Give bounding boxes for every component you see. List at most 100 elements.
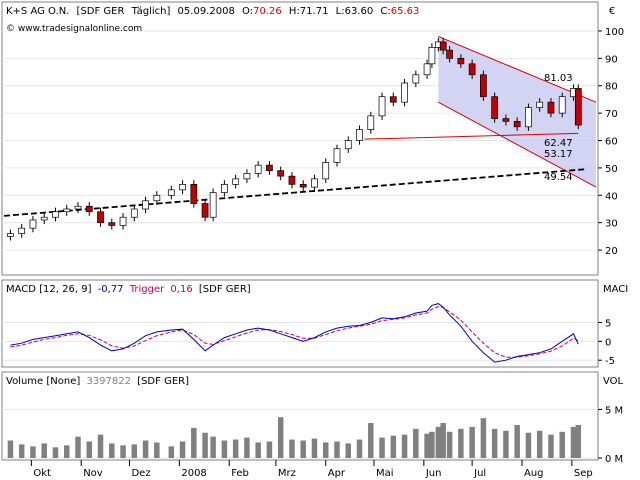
candle-body xyxy=(63,208,71,213)
volume-bar xyxy=(514,424,520,458)
volume-bar xyxy=(334,441,340,458)
volume-bar xyxy=(390,435,397,458)
volume-bar xyxy=(75,436,81,458)
close-value: 65.63 xyxy=(391,6,420,17)
candle-body xyxy=(428,47,436,65)
candle-body xyxy=(378,96,386,117)
volume-y-axis: 0 M 5 M xyxy=(598,405,623,465)
candle-body xyxy=(412,74,420,84)
trend-channel-upper-line xyxy=(438,35,597,103)
trigger-line xyxy=(10,306,579,358)
candle-body xyxy=(574,88,582,126)
price-y-tick-label: 100 xyxy=(605,27,624,38)
volume-bar xyxy=(244,437,250,458)
candle-body xyxy=(232,178,240,185)
market-label: [SDF GER xyxy=(77,6,125,17)
price-y-axis: 20 30 40 50 60 70 80 90 100 xyxy=(598,27,624,257)
macd-axis-title: MACI xyxy=(603,284,628,295)
candle-body xyxy=(40,216,48,221)
macd-panel-frame xyxy=(1,279,599,368)
candle-body xyxy=(288,175,296,185)
price-panel: K+S AG O.N. [SDF GER Täglich] 05.09.2008… xyxy=(1,1,624,276)
volume-panel: Volume [None] 3397822 [SDF GER] VOL 0 M 5… xyxy=(1,371,624,465)
volume-bar xyxy=(356,439,363,458)
candle-body xyxy=(423,63,431,76)
macd-line xyxy=(10,303,579,363)
candle-body xyxy=(457,57,465,65)
volume-bar xyxy=(63,445,70,458)
volume-bar xyxy=(202,432,208,458)
volume-bar xyxy=(18,444,25,458)
candle-body xyxy=(547,101,555,114)
volume-bar xyxy=(559,431,565,458)
price-y-tick-label: 70 xyxy=(605,109,618,120)
x-tick-label: Dez xyxy=(131,468,150,479)
low-value: 63.60 xyxy=(345,6,374,17)
candle-body xyxy=(179,183,186,191)
trend-channel-fill xyxy=(438,36,596,188)
annotation-support: 53.17 xyxy=(544,149,573,160)
candle-body xyxy=(367,115,375,130)
high-value: 71.71 xyxy=(300,6,329,17)
volume-bar xyxy=(52,447,59,458)
open-label: O: xyxy=(242,6,253,17)
macd-y-axis: -5 0 5 xyxy=(598,318,615,367)
candle-body xyxy=(446,49,453,59)
macd-y-tick-label: 0 xyxy=(605,337,611,348)
candle-body xyxy=(311,178,318,188)
volume-bar xyxy=(469,426,475,458)
candle-body xyxy=(333,148,341,163)
candle-body xyxy=(130,208,138,218)
candle-body xyxy=(52,211,59,218)
low-label: L: xyxy=(336,6,345,17)
volume-bar xyxy=(345,443,352,458)
volume-bar xyxy=(97,434,104,458)
price-y-tick-label: 50 xyxy=(605,164,618,175)
candle-body xyxy=(513,120,521,128)
candle-body xyxy=(344,140,352,150)
candle-body xyxy=(558,96,566,114)
candle-body xyxy=(18,227,26,235)
candle-body xyxy=(221,183,228,193)
price-y-tick-label: 60 xyxy=(605,137,618,148)
candle-body xyxy=(243,173,251,180)
price-candles xyxy=(7,37,582,241)
candle-body xyxy=(322,162,330,180)
x-tick-label: Apr xyxy=(328,468,346,479)
volume-bar xyxy=(536,430,543,458)
volume-bar xyxy=(131,444,138,458)
x-tick-label: Aug xyxy=(524,468,544,479)
volume-bar xyxy=(30,446,36,458)
x-tick-label: Feb xyxy=(231,468,249,479)
volume-bar xyxy=(142,440,149,458)
volume-bar xyxy=(210,436,216,458)
volume-bar xyxy=(401,434,408,458)
volume-bar xyxy=(179,441,186,458)
volume-bar xyxy=(300,440,306,458)
candle-body xyxy=(29,219,37,229)
volume-value: 3397822 xyxy=(86,376,131,387)
volume-bar xyxy=(548,434,554,458)
candle-body xyxy=(491,96,499,119)
volume-bar xyxy=(311,438,318,458)
support-line xyxy=(364,132,579,140)
trigger-label: Trigger xyxy=(129,284,165,295)
x-axis: Okt Nov Dez 2008 Feb Mrz Apr Mai Jun Jul Aug Sep xyxy=(2,459,598,479)
date-label: 05.09.2008 xyxy=(178,6,235,17)
candle-body xyxy=(356,129,363,141)
price-y-tick-label: 30 xyxy=(605,219,618,230)
volume-bar xyxy=(232,439,239,458)
candle-body xyxy=(167,189,175,196)
open-value: 70.26 xyxy=(253,6,282,17)
volume-bar xyxy=(503,430,509,458)
x-tick-label: Jul xyxy=(473,468,486,479)
candle-body xyxy=(209,192,217,218)
candle-body xyxy=(142,200,149,210)
macd-value: -0,77 xyxy=(98,284,124,295)
volume-bar xyxy=(322,442,329,458)
volume-bar xyxy=(7,440,14,458)
volume-bar xyxy=(86,441,93,458)
x-tick-label: Sep xyxy=(574,468,593,479)
high-label: H: xyxy=(289,6,300,17)
volume-bar xyxy=(446,431,453,458)
